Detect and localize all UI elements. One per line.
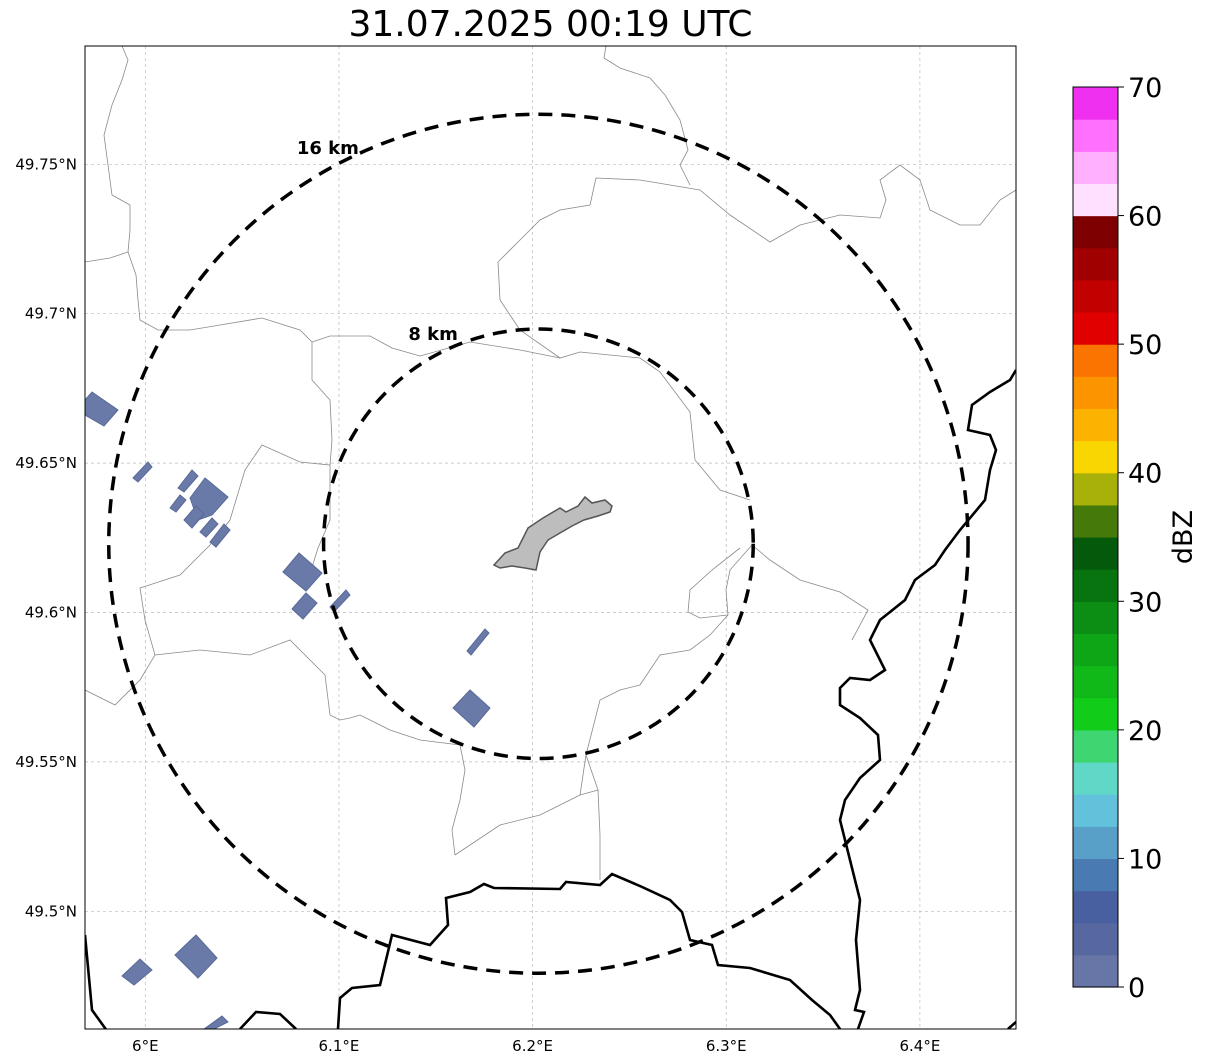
y-tick-label: 49.75°N: [15, 155, 77, 173]
colorbar-tick-label: 30: [1128, 587, 1162, 618]
colorbar-tick-label: 40: [1128, 459, 1162, 490]
radar-echo: [85, 391, 119, 427]
colorbar-segment: [1073, 87, 1118, 120]
radar-echo: [203, 1015, 229, 1029]
x-tick-label: 6°E: [132, 1037, 159, 1055]
colorbar-tick-label: 70: [1128, 73, 1162, 104]
y-tick-label: 49.7°N: [25, 305, 77, 323]
colorbar-tick-label: 60: [1128, 202, 1162, 233]
colorbar-segment: [1073, 215, 1118, 249]
radar-echo: [177, 469, 199, 493]
ring-label-16km: 16 km: [297, 138, 359, 159]
colorbar-segment: [1073, 601, 1118, 635]
radar-echo: [183, 505, 205, 529]
map-frame: [84, 45, 1017, 1030]
colorbar-segment: [1073, 954, 1118, 988]
range-rings: 8 km 16 km: [107, 112, 970, 975]
colorbar-segment: [1073, 762, 1118, 795]
map-layers: 8 km 16 km: [85, 46, 1016, 1029]
colorbar-segment: [1073, 922, 1118, 956]
colorbar-segment: [1073, 472, 1118, 506]
colorbar-segment: [1073, 119, 1118, 152]
colorbar-tick-label: 0: [1128, 973, 1145, 1004]
radar-echo: [174, 934, 218, 979]
colorbar-segment: [1073, 826, 1118, 860]
radar-echo: [199, 517, 219, 538]
colorbar-segment: [1073, 312, 1118, 345]
colorbar-segment: [1073, 247, 1118, 281]
colorbar-segment: [1073, 151, 1118, 185]
radar-echo: [466, 628, 490, 656]
national-borders: [85, 369, 1016, 1029]
radar-echoes: [85, 391, 491, 1029]
y-tick-label: 49.65°N: [15, 454, 77, 472]
radar-echo: [121, 958, 153, 986]
x-tick-label: 6.2°E: [512, 1037, 553, 1055]
radar-echo: [132, 461, 153, 483]
colorbar-segment: [1073, 697, 1118, 731]
radar-echo: [291, 592, 318, 620]
x-tick-label: 6.4°E: [899, 1037, 940, 1055]
range-ring-8km: [321, 327, 755, 761]
colorbar-segment: [1073, 858, 1118, 892]
radar-echo: [169, 494, 187, 513]
y-tick-label: 49.5°N: [25, 902, 77, 920]
y-tick-label: 49.6°N: [25, 604, 77, 622]
x-tick-label: 6.1°E: [319, 1037, 360, 1055]
y-tick-label: 49.55°N: [15, 753, 77, 771]
colorbar-segment: [1073, 729, 1118, 763]
colorbar-segment: [1073, 890, 1118, 924]
colorbar-segment: [1073, 344, 1118, 377]
map-title: 31.07.2025 00:19 UTC: [348, 4, 753, 45]
colorbar-segment: [1073, 504, 1118, 538]
colorbar-tick-label: 20: [1128, 716, 1162, 747]
colorbar-segment: [1073, 376, 1118, 410]
colorbar-segment: [1073, 537, 1118, 570]
colorbar-segment: [1073, 408, 1118, 442]
colorbar-tick-label: 50: [1128, 330, 1162, 361]
radar-echo: [209, 523, 231, 548]
radar-echo: [452, 689, 491, 728]
gridlines: [85, 46, 1016, 1029]
colorbar: 0 10 20 30 40 50 60 70 dBZ: [1072, 73, 1199, 1004]
colorbar-frame: [1072, 86, 1119, 988]
ring-label-8km: 8 km: [408, 324, 458, 345]
colorbar-segment: [1073, 183, 1118, 217]
colorbar-unit-label: dBZ: [1168, 510, 1199, 564]
colorbar-segment: [1073, 279, 1118, 313]
radar-echo: [282, 552, 323, 592]
city-area: [492, 495, 613, 571]
colorbar-segment: [1073, 569, 1118, 602]
colorbar-segment: [1073, 440, 1118, 474]
x-tick-label: 6.3°E: [706, 1037, 747, 1055]
range-ring-16km: [107, 112, 970, 975]
colorbar-tick-label: 10: [1128, 844, 1162, 875]
axis-tick-labels: 6°E 6.1°E 6.2°E 6.3°E 6.4°E 49.75°N 49.7°N 49.6…: [15, 155, 940, 1055]
colorbar-segment: [1073, 633, 1118, 667]
colorbar-segment: [1073, 794, 1118, 827]
colorbar-segment: [1073, 665, 1118, 699]
